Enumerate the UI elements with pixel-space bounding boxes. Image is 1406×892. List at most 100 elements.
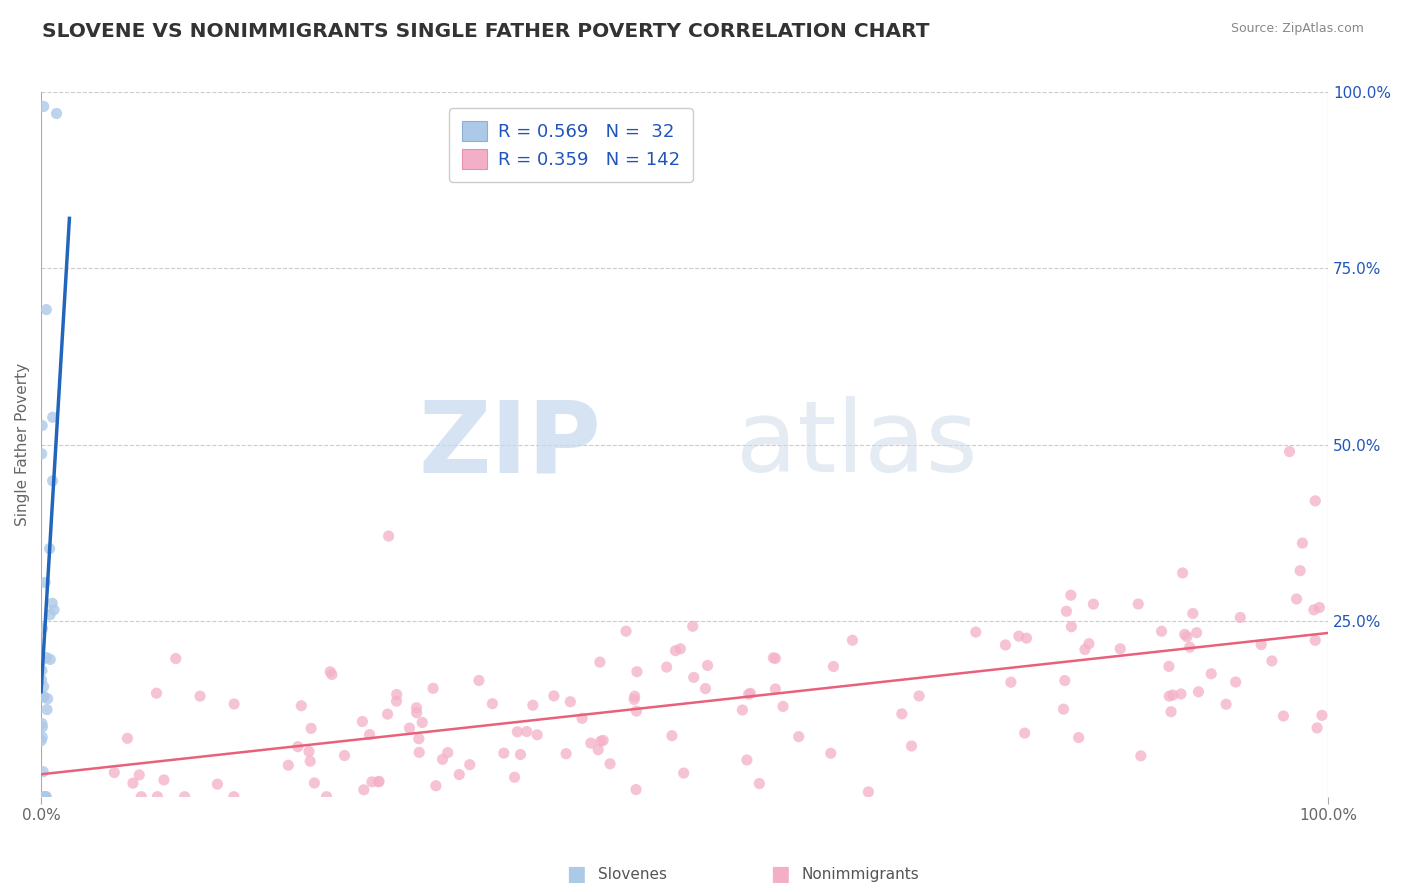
Point (290, 698, 312, 713)
Point (315, 789, 337, 804)
Point (1174, 627, 1197, 641)
Text: ZIP: ZIP (418, 396, 600, 493)
Point (304, 776, 326, 790)
Point (367, 774, 389, 789)
Point (763, 681, 786, 696)
Point (1261, 654, 1284, 668)
Point (695, 681, 717, 696)
Point (173, 789, 195, 804)
Point (353, 782, 375, 797)
Text: Nonimmigrants: Nonimmigrants (801, 867, 920, 881)
Text: SLOVENE VS NONIMMIGRANTS SINGLE FATHER POVERTY CORRELATION CHART: SLOVENE VS NONIMMIGRANTS SINGLE FATHER P… (42, 22, 929, 41)
Point (277, 758, 299, 772)
Point (1060, 588, 1083, 602)
Point (1083, 597, 1105, 611)
Point (32, 764, 55, 779)
Point (31, 622, 53, 636)
Point (188, 689, 211, 703)
Point (1278, 444, 1301, 458)
Point (128, 768, 150, 782)
Point (696, 658, 718, 673)
Point (1074, 642, 1097, 657)
Point (682, 670, 704, 684)
Point (425, 779, 447, 793)
Point (737, 687, 759, 701)
Point (31, 447, 53, 461)
Point (1157, 659, 1180, 673)
Point (1171, 566, 1194, 580)
Point (481, 697, 503, 711)
Point (1175, 630, 1198, 644)
Point (1310, 708, 1333, 723)
Legend: R = 0.569   N =  32, R = 0.359   N = 142: R = 0.569 N = 32, R = 0.359 N = 142 (449, 109, 693, 182)
Point (748, 776, 770, 790)
Point (994, 638, 1017, 652)
Point (623, 692, 645, 706)
Point (405, 706, 427, 720)
Point (31, 418, 53, 433)
Point (522, 698, 544, 713)
Point (32, 690, 55, 704)
Point (1291, 536, 1313, 550)
Point (571, 711, 593, 725)
Point (890, 706, 912, 721)
Point (1129, 748, 1152, 763)
Point (1008, 629, 1031, 643)
Point (1250, 638, 1272, 652)
Point (146, 789, 169, 804)
Point (30, 733, 52, 747)
Point (32, 99, 55, 113)
Point (503, 770, 526, 784)
Y-axis label: Single Father Poverty: Single Father Poverty (15, 363, 30, 526)
Point (377, 707, 399, 722)
Text: ■: ■ (567, 864, 586, 884)
Point (432, 752, 454, 766)
Point (165, 651, 187, 665)
Point (965, 625, 987, 640)
Point (31, 716, 53, 731)
Point (1150, 624, 1173, 639)
Point (509, 747, 531, 762)
Point (1128, 597, 1150, 611)
Point (1159, 689, 1181, 703)
Point (858, 785, 880, 799)
Point (377, 529, 399, 543)
Point (1215, 697, 1237, 711)
Point (626, 704, 648, 718)
Point (1303, 633, 1326, 648)
Point (398, 721, 420, 735)
Point (129, 789, 152, 804)
Point (34, 789, 56, 804)
Point (32, 680, 55, 694)
Text: Slovenes: Slovenes (598, 867, 666, 881)
Point (34, 575, 56, 590)
Point (772, 699, 794, 714)
Point (385, 688, 408, 702)
Point (333, 748, 356, 763)
Point (1161, 688, 1184, 702)
Point (1229, 610, 1251, 624)
Point (122, 776, 145, 790)
Point (516, 724, 538, 739)
Point (145, 686, 167, 700)
Point (408, 731, 430, 746)
Point (298, 745, 321, 759)
Point (661, 729, 683, 743)
Point (823, 659, 845, 673)
Point (1272, 709, 1295, 723)
Point (655, 660, 678, 674)
Point (589, 734, 612, 748)
Point (1308, 600, 1330, 615)
Point (1225, 675, 1247, 690)
Point (506, 724, 529, 739)
Point (740, 686, 762, 700)
Point (682, 619, 704, 633)
Point (31, 664, 53, 678)
Text: Source: ZipAtlas.com: Source: ZipAtlas.com (1230, 22, 1364, 36)
Point (39, 652, 62, 666)
Point (841, 633, 863, 648)
Point (31, 731, 53, 745)
Point (664, 643, 686, 657)
Point (589, 655, 612, 669)
Point (468, 673, 491, 688)
